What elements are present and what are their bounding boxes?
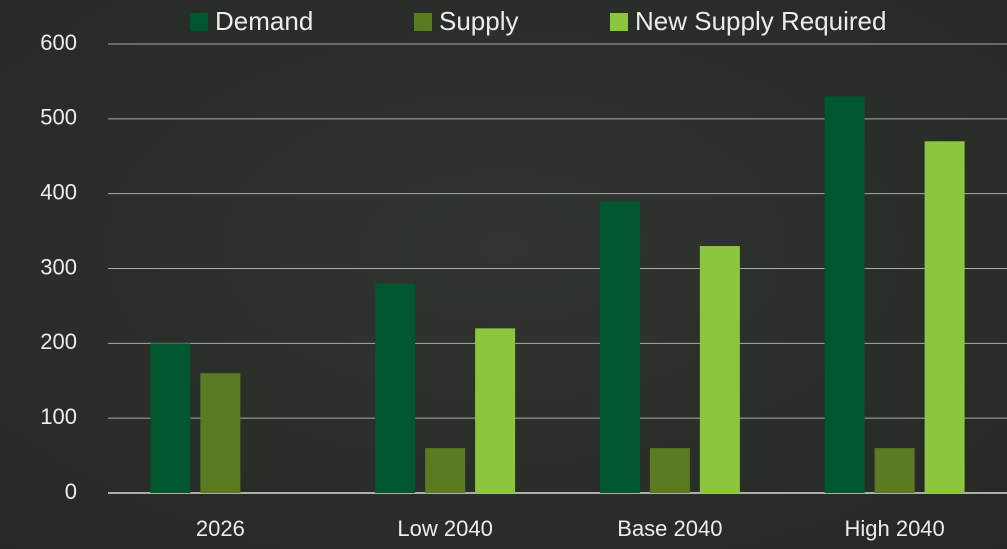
legend-label: New Supply Required xyxy=(635,6,886,36)
y-tick-label: 200 xyxy=(40,329,77,354)
legend-swatch xyxy=(610,13,628,31)
chart: 0 100 200 300 400 500 600 2026 Low 2040 Base 2040… xyxy=(0,0,1007,549)
x-tick-label: Base 2040 xyxy=(617,516,722,541)
bar xyxy=(150,343,190,493)
x-tick-label: 2026 xyxy=(196,516,245,541)
bar xyxy=(700,246,740,493)
bar xyxy=(875,448,915,493)
legend-label: Demand xyxy=(215,6,313,36)
legend-swatch xyxy=(190,13,208,31)
bar xyxy=(600,201,640,493)
legend-label: Supply xyxy=(439,6,519,36)
bar xyxy=(825,96,865,493)
legend-swatch xyxy=(414,13,432,31)
y-tick-label: 100 xyxy=(40,404,77,429)
y-tick-label: 400 xyxy=(40,179,77,204)
bar xyxy=(925,141,965,493)
y-tick-label: 600 xyxy=(40,30,77,55)
bar xyxy=(475,328,515,493)
x-tick-label: Low 2040 xyxy=(397,516,492,541)
bar xyxy=(650,448,690,493)
y-tick-label: 0 xyxy=(65,479,77,504)
x-tick-label: High 2040 xyxy=(844,516,944,541)
bar xyxy=(200,373,240,493)
y-tick-label: 500 xyxy=(40,105,77,130)
y-tick-label: 300 xyxy=(40,254,77,279)
bar xyxy=(425,448,465,493)
bar xyxy=(375,283,415,493)
